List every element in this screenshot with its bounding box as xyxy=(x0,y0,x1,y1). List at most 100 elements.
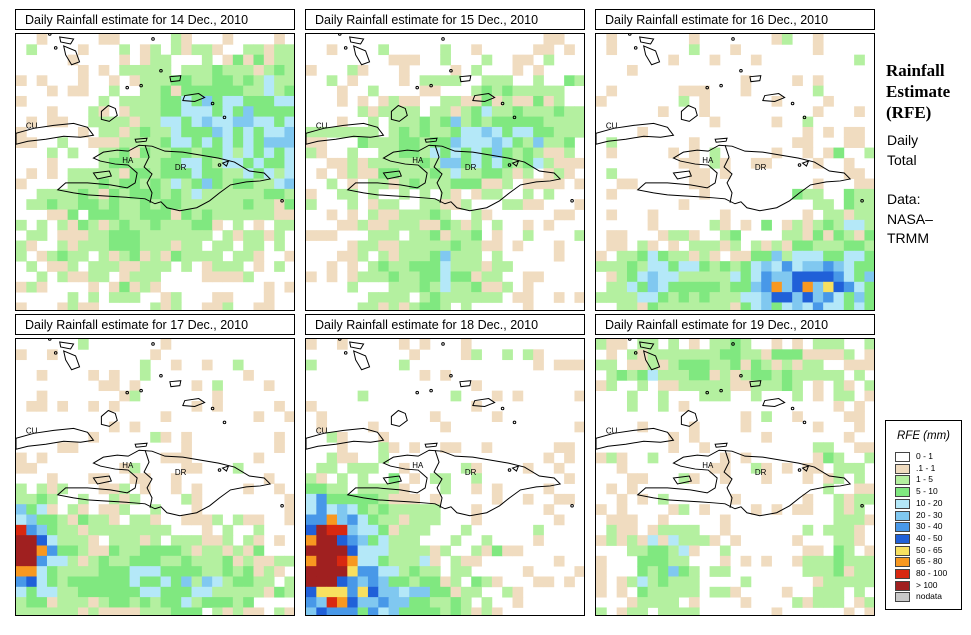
rainfall-cell xyxy=(833,261,845,272)
rainfall-cell xyxy=(388,504,400,515)
rainfall-cell xyxy=(647,359,659,371)
small-island xyxy=(705,390,709,395)
rainfall-cell xyxy=(170,359,182,371)
rainfall-cell xyxy=(36,524,48,536)
rainfall-cell xyxy=(512,292,524,303)
rainfall-cell xyxy=(854,168,865,179)
rainfall-cell xyxy=(657,400,669,412)
rainfall-cell xyxy=(306,607,317,615)
rainfall-cell xyxy=(429,607,441,615)
rainfall-cell xyxy=(419,199,431,210)
rainfall-cell xyxy=(16,349,27,361)
rainfall-cell xyxy=(440,116,451,128)
small-island xyxy=(125,390,129,395)
rainfall-cell xyxy=(481,157,493,169)
rainfall-cell xyxy=(481,281,493,293)
rainfall-cell xyxy=(616,250,628,262)
rainfall-cell xyxy=(533,535,544,546)
rainfall-cell xyxy=(253,566,265,577)
rainfall-cell xyxy=(181,250,192,262)
rainfall-cell xyxy=(626,545,638,557)
rainfall-cell xyxy=(243,566,254,577)
rainfall-cell xyxy=(823,524,834,536)
rainfall-cell xyxy=(419,230,431,241)
rainfall-cell xyxy=(781,349,793,361)
rainfall-cell xyxy=(160,576,172,588)
rainfall-cell xyxy=(243,126,254,138)
rainfall-cell xyxy=(688,240,700,252)
rainfall-cell xyxy=(864,261,874,272)
rainfall-cell xyxy=(709,250,721,262)
rainfall-cell xyxy=(150,95,161,107)
rainfall-cell xyxy=(626,514,638,526)
rainfall-cell xyxy=(398,545,410,557)
rainfall-cell xyxy=(139,64,151,76)
rainfall-cell xyxy=(336,473,348,484)
rainfall-cell xyxy=(398,209,410,221)
rainfall-cell xyxy=(843,545,855,557)
rainfall-cell xyxy=(429,473,441,484)
small-island xyxy=(570,199,574,203)
rainfall-cell xyxy=(843,349,855,361)
rainfall-cell xyxy=(409,137,420,148)
rainfall-cell xyxy=(450,137,462,148)
rainfall-cell xyxy=(491,137,503,148)
rainfall-cell xyxy=(522,54,534,66)
rainfall-cell xyxy=(522,349,534,361)
rainfall-cell xyxy=(533,199,544,210)
rainfall-cell xyxy=(119,147,130,159)
rainfall-cell xyxy=(77,168,89,179)
rainfall-cell xyxy=(864,219,874,231)
rainfall-cell xyxy=(222,199,234,210)
small-island xyxy=(790,101,795,106)
rainfall-cell xyxy=(761,349,772,361)
rainfall-cell xyxy=(36,452,48,464)
rainfall-cell xyxy=(854,462,865,474)
rainfall-cell xyxy=(139,473,151,484)
rainfall-cell xyxy=(16,462,27,474)
rainfall-cell xyxy=(771,292,783,303)
rainfall-cell xyxy=(57,240,69,252)
rainfall-grid xyxy=(596,339,874,615)
rainfall-cell xyxy=(668,339,680,350)
rainfall-cell xyxy=(222,292,234,303)
rainfall-cell xyxy=(606,240,618,252)
rainfall-cell xyxy=(616,261,628,272)
rainfall-cell xyxy=(347,178,359,190)
rainfall-cell xyxy=(792,339,803,350)
rainfall-cell xyxy=(67,586,79,598)
rainfall-cell xyxy=(709,349,721,361)
rainfall-cell xyxy=(181,137,192,148)
rainfall-cell xyxy=(823,576,834,588)
rainfall-cell xyxy=(502,199,513,210)
rainfall-cell xyxy=(212,380,223,392)
rainfall-cell xyxy=(450,390,462,402)
rainfall-cell xyxy=(429,281,441,293)
rainfall-cell xyxy=(98,607,110,615)
rainfall-cell xyxy=(336,576,348,588)
rainfall-cell xyxy=(730,380,741,392)
rainfall-cell xyxy=(181,431,192,443)
rainfall-cell xyxy=(388,250,400,262)
rainfall-cell xyxy=(812,442,824,453)
rainfall-cell xyxy=(533,349,544,361)
rainfall-cell xyxy=(647,452,659,464)
rainfall-cell xyxy=(108,504,120,515)
rainfall-cell xyxy=(67,199,79,210)
rainfall-cell xyxy=(222,230,234,241)
rainfall-cell xyxy=(792,137,803,148)
rainfall-cell xyxy=(243,483,254,495)
rainfall-cell xyxy=(129,95,141,107)
rainfall-cell xyxy=(802,230,814,241)
rainfall-cell xyxy=(699,261,710,272)
rainfall-cell xyxy=(626,292,638,303)
rainfall-cell xyxy=(460,116,472,128)
rainfall-cell xyxy=(419,85,431,97)
small-island xyxy=(860,199,864,203)
rainfall-cell xyxy=(378,137,390,148)
rainfall-cell xyxy=(181,442,192,453)
rainfall-cell xyxy=(284,607,294,615)
rainfall-cell xyxy=(409,349,420,361)
rainfall-cell xyxy=(357,524,369,536)
